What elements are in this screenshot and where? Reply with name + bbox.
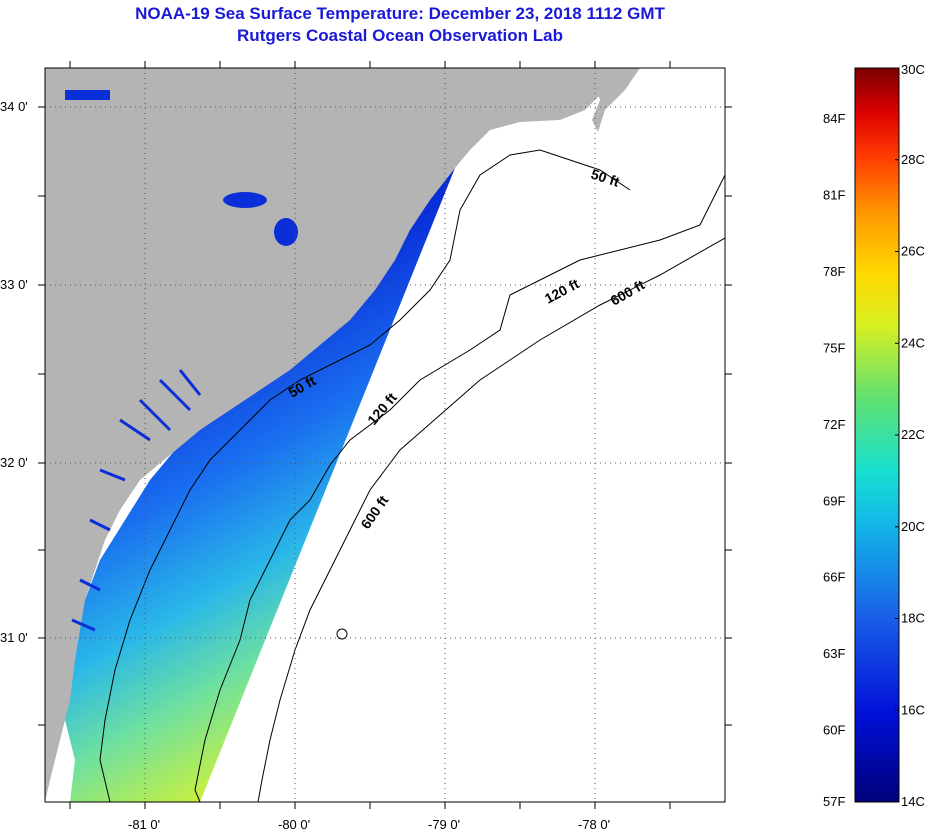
sst-swath: [60, 168, 455, 802]
inland-water: [65, 90, 110, 100]
colorbar-c-label: 20C: [901, 519, 925, 534]
lake-moultrie: [223, 192, 267, 208]
graticule: [45, 68, 725, 802]
contour-120ft: [194, 174, 725, 802]
lat-label: 32 0': [0, 455, 28, 470]
lon-label: -80 0': [278, 817, 310, 832]
colorbar-c-label: 16C: [901, 702, 925, 717]
colorbar-f-label: 66F: [823, 570, 845, 585]
estuaries: [71, 369, 202, 632]
colorbar-f-label: 63F: [823, 646, 845, 661]
colorbar-f-label: 69F: [823, 493, 845, 508]
land: [45, 68, 635, 802]
colorbar-f-label: 84F: [823, 111, 845, 126]
colorbar-c-label: 14C: [901, 794, 925, 809]
title-line-2: Rutgers Coastal Ocean Observation Lab: [237, 26, 563, 45]
colorbar-f-label: 75F: [823, 340, 845, 355]
plot-frame: [44, 67, 726, 803]
colorbar-c-label: 18C: [901, 611, 925, 626]
colorbar-c-label: 30C: [901, 62, 925, 77]
colorbar-f-label: 81F: [823, 187, 845, 202]
colorbar: [854, 67, 900, 803]
colorbar-f-label: 72F: [823, 417, 845, 432]
land-cape-fear: [590, 68, 640, 132]
contour-50ft: [99, 149, 631, 802]
colorbar-f-label: 78F: [823, 264, 845, 279]
colorbar-f-label: 60F: [823, 723, 845, 738]
axis-ticks: [38, 61, 732, 809]
colorbar-c-label: 26C: [901, 244, 925, 259]
lat-label: 34 0': [0, 99, 28, 114]
colorbar-c-label: 28C: [901, 152, 925, 167]
lon-label: -79 0': [428, 817, 460, 832]
seamount-contour: [336, 628, 348, 640]
contour-600ft: [257, 237, 725, 802]
colorbar-f-label: 57F: [823, 794, 845, 809]
title-line-1: NOAA-19 Sea Surface Temperature: Decembe…: [135, 4, 665, 23]
lat-label: 31 0': [0, 630, 28, 645]
lon-label: -81 0': [128, 817, 160, 832]
colorbar-c-label: 22C: [901, 427, 925, 442]
lat-label: 33 0': [0, 277, 28, 292]
colorbar-c-label: 24C: [901, 335, 925, 350]
lake-marion: [274, 218, 298, 246]
lon-label: -78 0': [578, 817, 610, 832]
colorbar-labels: 30C 28C 26C 24C 22C 20C 18C 16C 14C 84F 81F 78F 75F 7…: [823, 62, 925, 809]
